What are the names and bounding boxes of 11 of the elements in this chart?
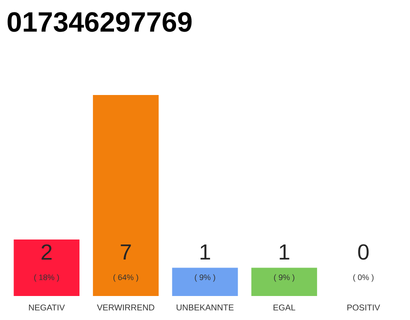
x-tick-label: UNBEKANNTE: [176, 304, 234, 310]
annotation: 7: [120, 244, 131, 260]
x-tick-label: VERWIRREND: [96, 304, 154, 310]
x-tick-label: EGAL: [274, 304, 296, 311]
annotation: 0: [358, 244, 369, 260]
annotation: 2: [42, 244, 52, 260]
annotation: 1: [200, 244, 210, 260]
x-tick-label: NEGATIV: [29, 304, 65, 311]
chart-title: 017346297769: [8, 12, 192, 32]
annotation: 1: [280, 244, 290, 260]
x-tick-label: POSITIV: [347, 304, 380, 311]
